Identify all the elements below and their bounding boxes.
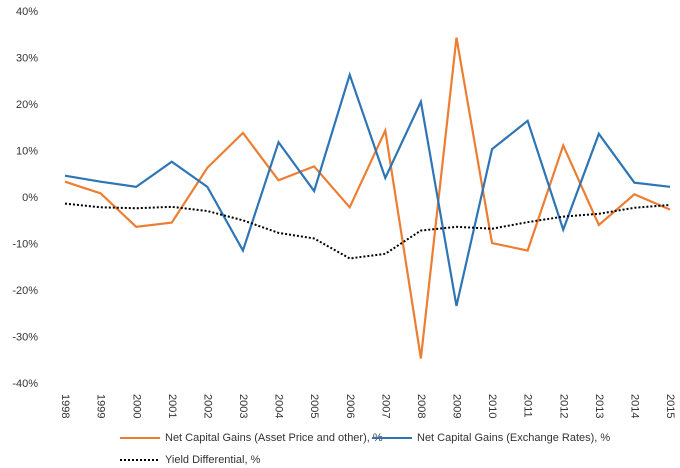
- legend-label: Yield Differential, %: [165, 454, 261, 466]
- x-tick-label: 2014: [629, 394, 641, 418]
- y-tick-label: -20%: [12, 285, 38, 297]
- x-tick-label: 2013: [593, 394, 605, 418]
- x-tick-label: 1998: [59, 394, 71, 418]
- x-tick-label: 2004: [273, 394, 285, 418]
- y-tick-label: -40%: [12, 378, 38, 390]
- x-tick-label: 2015: [664, 394, 676, 418]
- legend-label: Net Capital Gains (Exchange Rates), %: [417, 432, 610, 444]
- x-tick-label: 2009: [451, 394, 463, 418]
- y-tick-label: 30%: [16, 52, 38, 64]
- x-tick-label: 2000: [130, 394, 142, 418]
- x-tick-label: 2003: [237, 394, 249, 418]
- x-tick-label: 1999: [95, 394, 107, 418]
- x-tick-label: 2011: [522, 394, 534, 418]
- y-tick-label: 40%: [16, 6, 38, 18]
- y-tick-label: 10%: [16, 145, 38, 157]
- y-tick-label: 20%: [16, 99, 38, 111]
- y-tick-label: -30%: [12, 331, 38, 343]
- x-tick-label: 2008: [415, 394, 427, 418]
- legend-label: Net Capital Gains (Asset Price and other…: [165, 432, 383, 444]
- x-tick-label: 2002: [201, 394, 213, 418]
- x-tick-label: 2005: [308, 394, 320, 418]
- x-tick-label: 2006: [344, 394, 356, 418]
- y-tick-label: 0%: [22, 192, 38, 204]
- y-tick-label: -10%: [12, 238, 38, 250]
- x-tick-label: 2012: [557, 394, 569, 418]
- x-tick-label: 2007: [379, 394, 391, 418]
- series-line: [64, 37, 671, 359]
- x-tick-label: 2010: [486, 394, 498, 418]
- series-line: [64, 202, 671, 260]
- x-tick-label: 2001: [166, 394, 178, 418]
- series-line: [64, 71, 671, 307]
